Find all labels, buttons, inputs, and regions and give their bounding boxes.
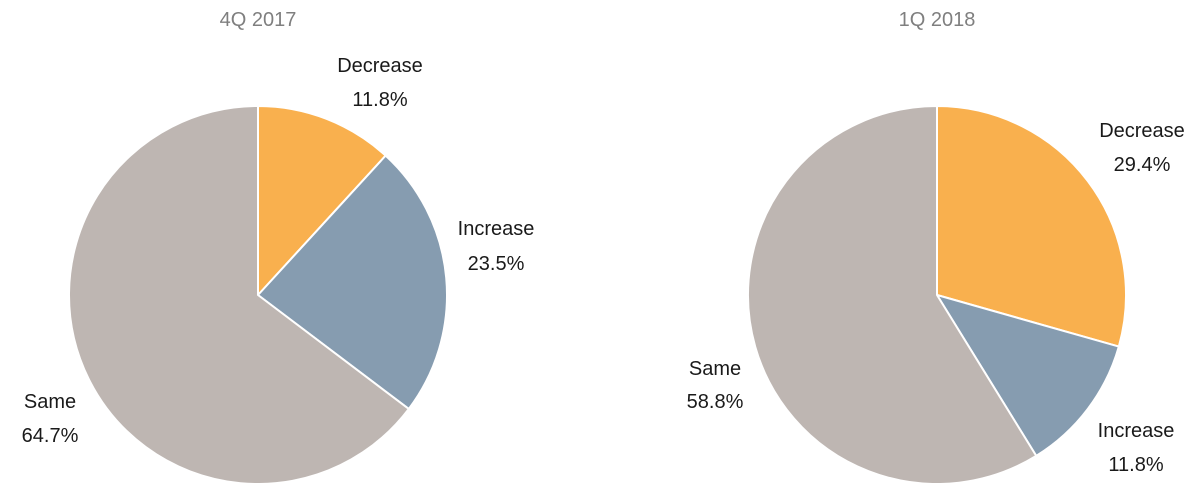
pie-slice-increase xyxy=(257,154,448,410)
slice-value-increase: 11.8% xyxy=(1108,454,1163,476)
slice-label-decrease: Decrease xyxy=(337,55,423,77)
slice-label-same: Same xyxy=(689,358,741,380)
slice-label-increase: Increase xyxy=(458,218,535,240)
pie-slice-decrease xyxy=(936,105,1127,348)
slice-value-increase: 23.5% xyxy=(468,253,525,275)
slice-value-same: 64.7% xyxy=(22,425,79,447)
pie-slice-same xyxy=(747,105,1038,483)
pie-slice-same xyxy=(68,105,410,483)
pie-slice-increase xyxy=(936,294,1120,457)
pie-slice-decrease xyxy=(257,105,387,296)
slice-label-same: Same xyxy=(24,391,76,413)
pie-chart-2: 1Q 2018 Decrease 29.4% Increase 11.8% Same 58.… xyxy=(687,9,1185,483)
chart-title: 4Q 2017 xyxy=(220,9,297,31)
slice-value-decrease: 29.4% xyxy=(1114,154,1171,176)
slice-value-same: 58.8% xyxy=(687,391,744,413)
slice-label-decrease: Decrease xyxy=(1099,120,1185,142)
slice-value-decrease: 11.8% xyxy=(352,89,407,111)
slice-label-increase: Increase xyxy=(1098,420,1175,442)
pie-chart-1: 4Q 2017 Decrease 11.8% Increase 23.5% Same 64.… xyxy=(22,9,535,483)
chart-title: 1Q 2018 xyxy=(899,9,976,31)
